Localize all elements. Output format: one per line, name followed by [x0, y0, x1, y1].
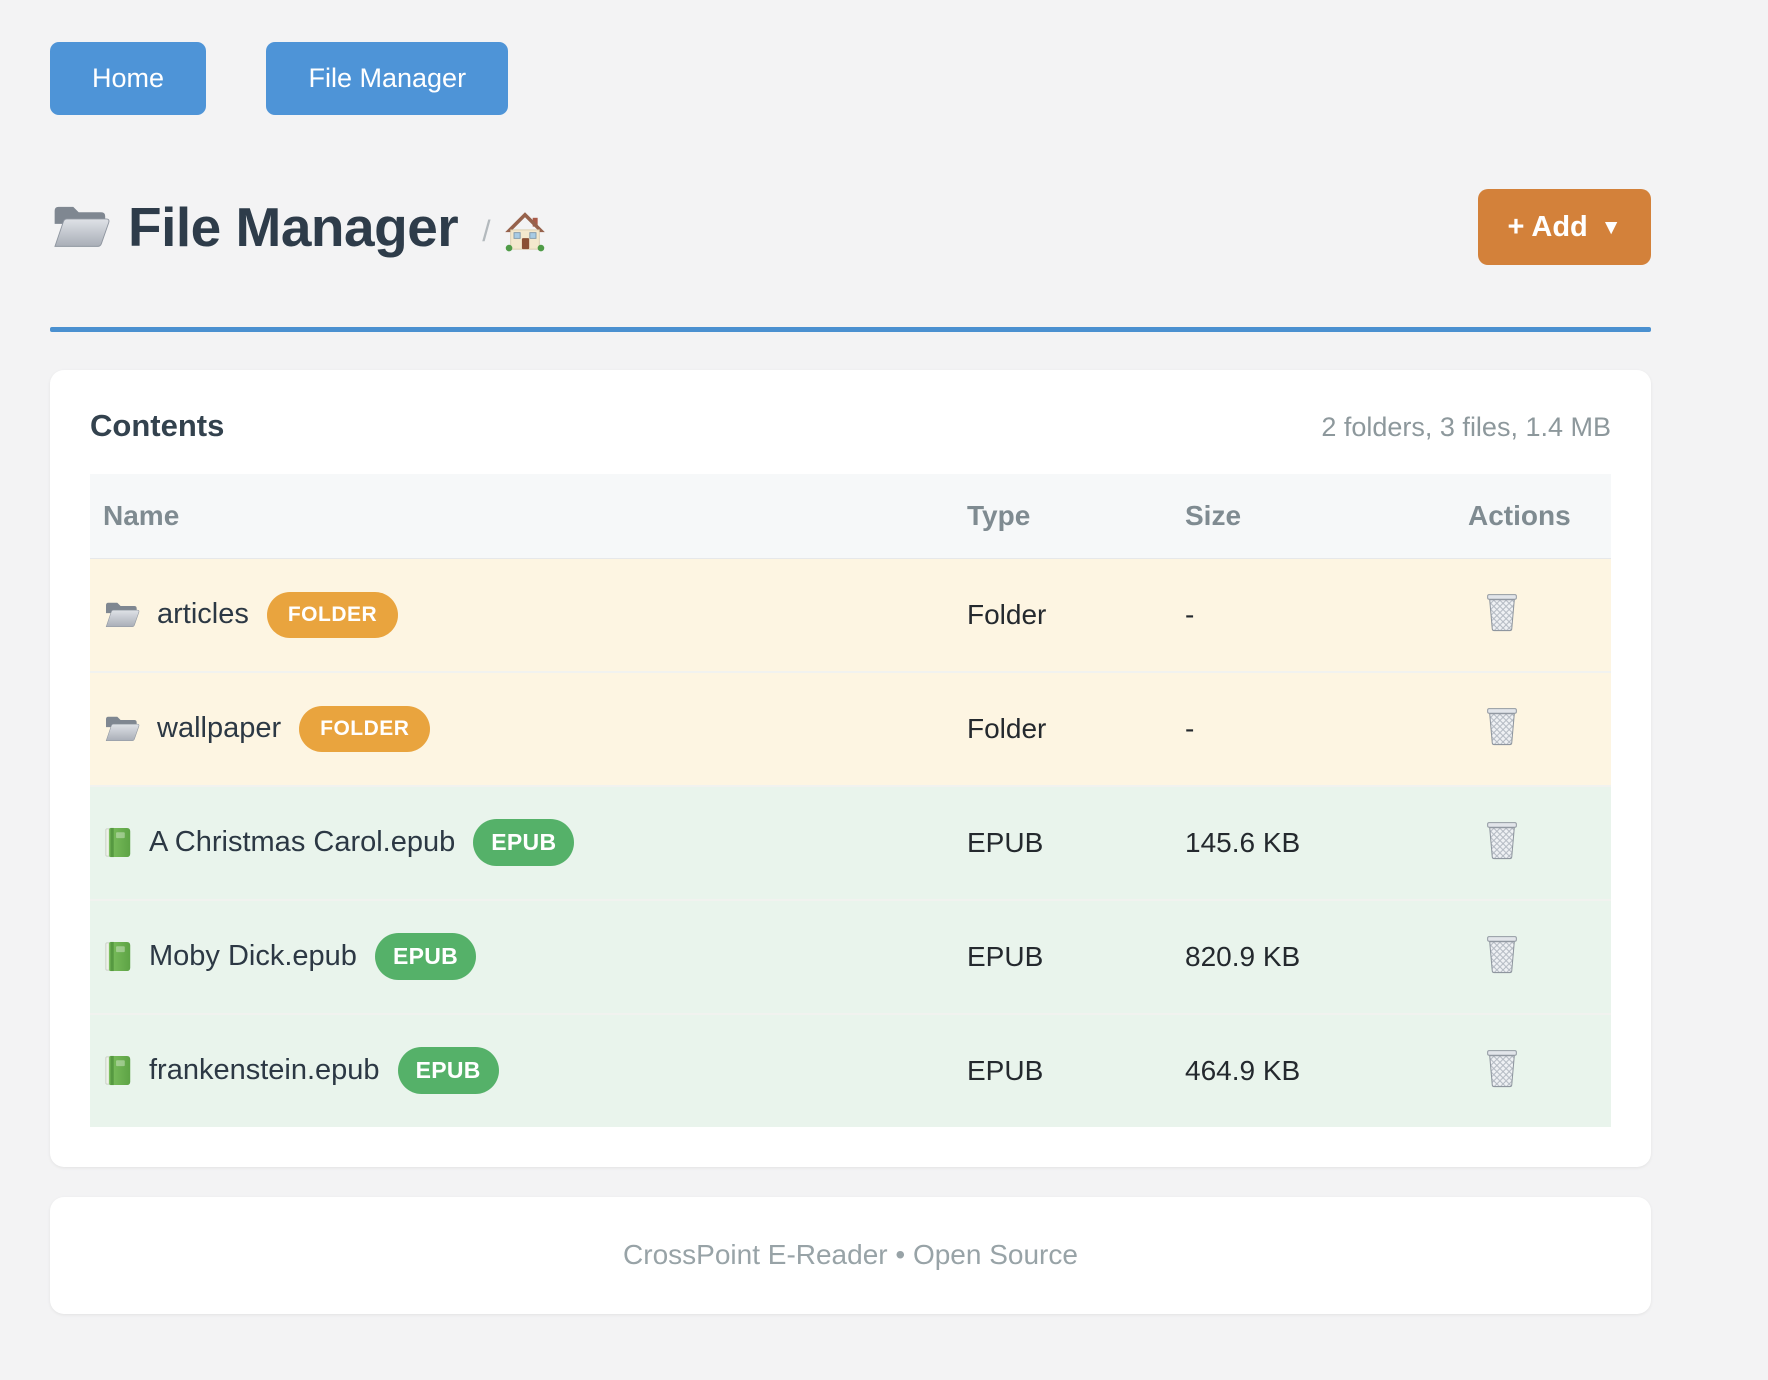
trash-icon — [1484, 1047, 1520, 1088]
size-cell: 464.9 KB — [1185, 1054, 1301, 1086]
table-header-row: Name Type Size Actions — [90, 474, 1611, 559]
top-nav: Home File Manager — [50, 0, 1651, 115]
breadcrumb-separator: / — [482, 215, 491, 248]
footer-card: CrossPoint E-Reader • Open Source — [50, 1196, 1651, 1314]
size-cell: - — [1185, 712, 1195, 744]
item-name-link[interactable]: Moby Dick.epub — [149, 940, 357, 972]
type-cell: EPUB — [967, 940, 1044, 972]
item-name-link[interactable]: wallpaper — [157, 712, 282, 744]
file-manager-page: Home File Manager File Manager / + Add ▼ — [50, 0, 1651, 1314]
type-badge: FOLDER — [299, 705, 431, 752]
column-header-type: Type — [967, 474, 1185, 559]
folder-icon — [103, 599, 141, 631]
table-row[interactable]: wallpaper FOLDER Folder - — [90, 671, 1611, 786]
column-header-actions: Actions — [1468, 474, 1611, 559]
green-book-icon — [103, 826, 133, 859]
size-cell: - — [1185, 598, 1195, 630]
type-cell: Folder — [967, 598, 1047, 630]
table-row[interactable]: Moby Dick.epub EPUB EPUB 820.9 KB — [90, 899, 1611, 1014]
item-name-link[interactable]: frankenstein.epub — [149, 1054, 380, 1086]
type-cell: Folder — [967, 712, 1047, 744]
type-cell: EPUB — [967, 826, 1044, 858]
contents-title: Contents — [90, 408, 225, 443]
table-row[interactable]: articles FOLDER Folder - — [90, 558, 1611, 672]
nav-file-manager-button[interactable]: File Manager — [266, 42, 509, 115]
delete-button[interactable] — [1484, 705, 1520, 746]
type-badge: EPUB — [374, 933, 477, 980]
size-cell: 820.9 KB — [1185, 940, 1301, 972]
delete-button[interactable] — [1484, 933, 1520, 974]
table-row[interactable]: frankenstein.epub EPUB EPUB 464.9 KB — [90, 1013, 1611, 1127]
open-folder-icon — [50, 200, 112, 254]
column-header-size: Size — [1185, 474, 1468, 559]
header-divider — [50, 327, 1651, 332]
add-button-label: + Add — [1507, 210, 1588, 243]
trash-icon — [1484, 819, 1520, 860]
title-group: File Manager / — [50, 195, 547, 259]
delete-button[interactable] — [1484, 819, 1520, 860]
column-header-name: Name — [90, 474, 967, 559]
type-badge: EPUB — [397, 1047, 499, 1094]
type-badge: FOLDER — [266, 591, 399, 638]
contents-card: Contents 2 folders, 3 files, 1.4 MB Name… — [50, 370, 1651, 1167]
trash-icon — [1484, 591, 1520, 632]
type-badge: EPUB — [473, 819, 575, 866]
item-name-link[interactable]: A Christmas Carol.epub — [149, 826, 456, 858]
folder-icon — [103, 713, 141, 745]
type-cell: EPUB — [967, 1054, 1044, 1086]
page-header: File Manager / + Add ▼ — [50, 189, 1651, 265]
green-book-icon — [103, 940, 133, 973]
delete-button[interactable] — [1484, 591, 1520, 632]
contents-card-header: Contents 2 folders, 3 files, 1.4 MB — [90, 408, 1611, 444]
trash-icon — [1484, 705, 1520, 746]
table-row[interactable]: A Christmas Carol.epub EPUB EPUB 145.6 K… — [90, 785, 1611, 900]
contents-table: Name Type Size Actions articles FOLDER F… — [90, 474, 1611, 1127]
house-icon[interactable] — [503, 209, 547, 253]
contents-table-body: articles FOLDER Folder - wallpaper FOLDE… — [90, 558, 1611, 1127]
page-title: File Manager — [128, 196, 459, 258]
nav-home-button[interactable]: Home — [50, 42, 207, 115]
green-book-icon — [103, 1054, 133, 1087]
delete-button[interactable] — [1484, 1047, 1520, 1088]
add-button[interactable]: + Add ▼ — [1478, 189, 1651, 265]
footer-text: CrossPoint E-Reader • Open Source — [623, 1239, 1078, 1270]
trash-icon — [1484, 933, 1520, 974]
item-name-link[interactable]: articles — [157, 598, 249, 630]
contents-summary: 2 folders, 3 files, 1.4 MB — [1321, 412, 1611, 442]
chevron-down-icon: ▼ — [1600, 216, 1622, 239]
size-cell: 145.6 KB — [1185, 826, 1301, 858]
